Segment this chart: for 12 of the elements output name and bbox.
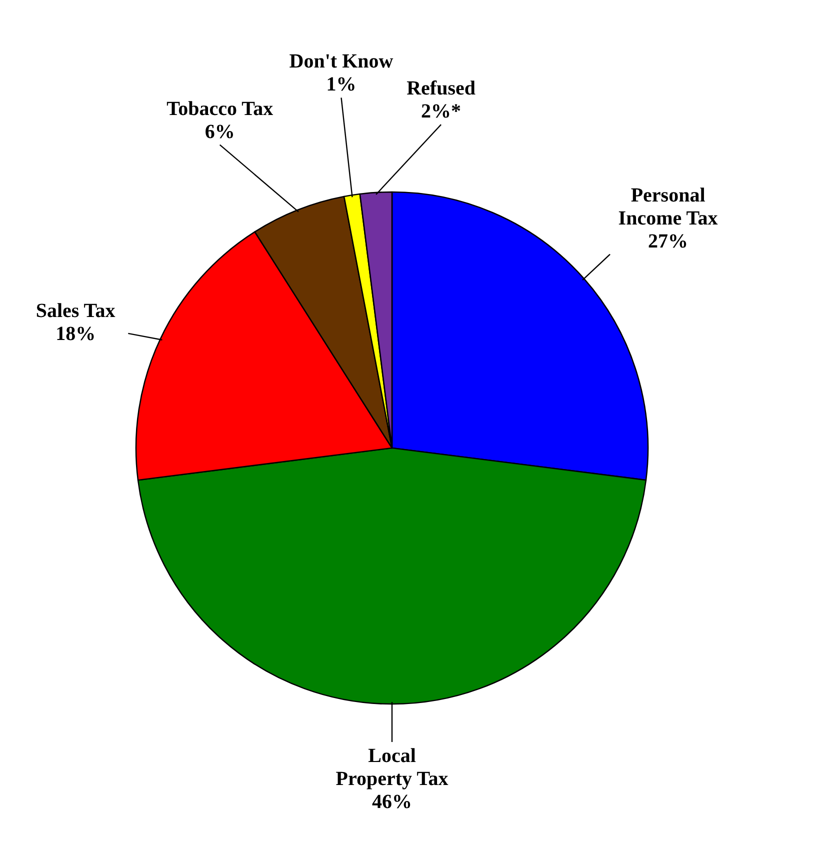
slice-label: Local Property Tax [336,745,448,790]
slice-label: Sales Tax [36,300,116,322]
slice-label: Personal Income Tax [618,184,718,230]
data-label: 27% [648,230,688,252]
data-label: 6% [204,120,235,143]
data-label: 18% [56,322,96,345]
slice-label: Refused [406,78,476,100]
data-label: 46% [372,791,412,813]
data-label: 1% [326,74,356,96]
data-label: 2%* [421,100,462,123]
slice-label: Don't Know [289,50,394,73]
slice-label: Tobacco Tax [166,98,274,120]
